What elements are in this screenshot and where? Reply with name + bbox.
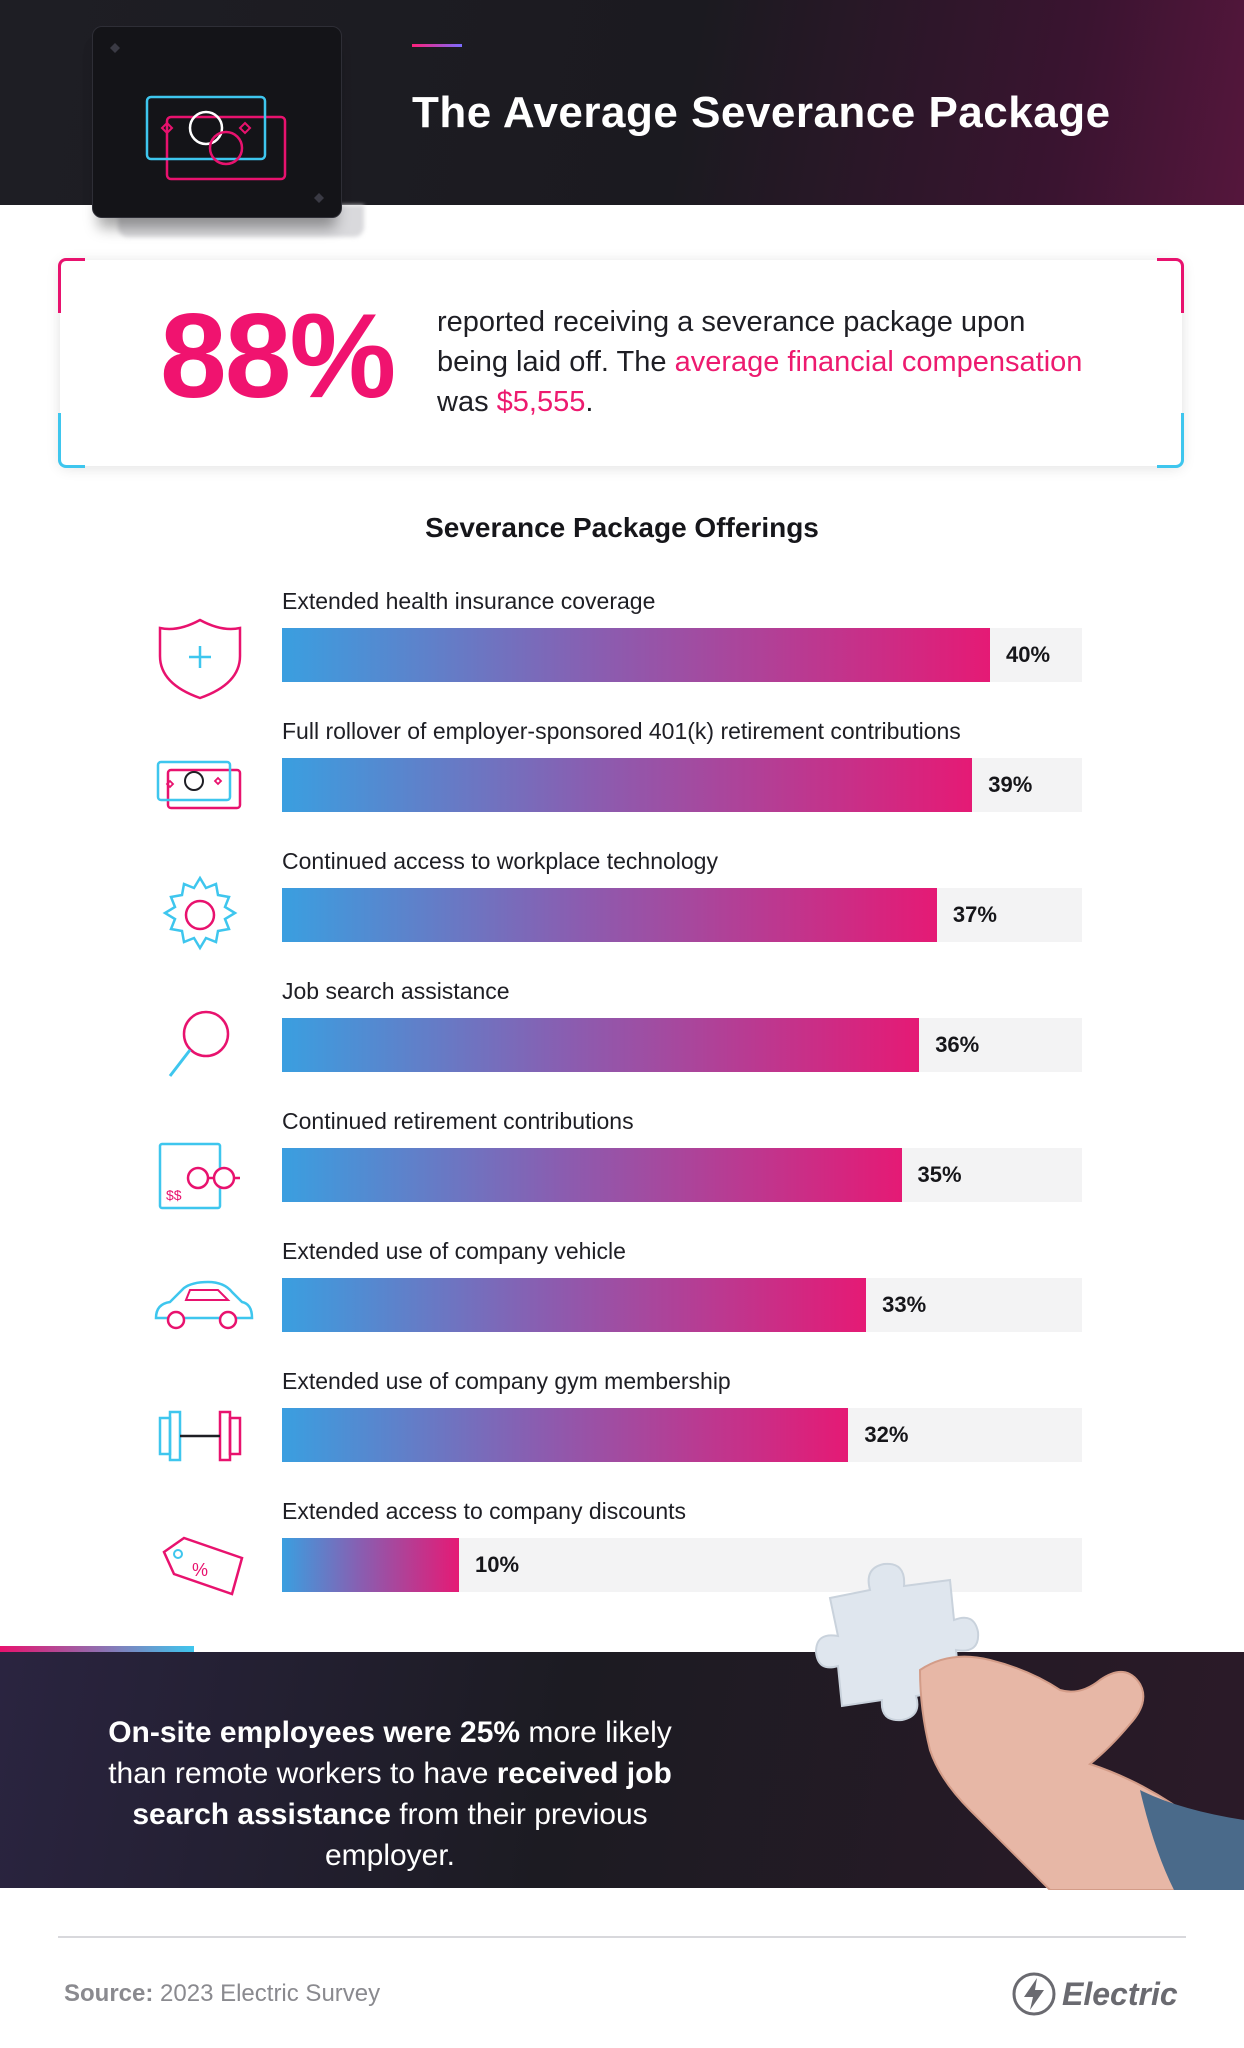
bar <box>282 1538 459 1592</box>
bar-value-label: 39% <box>988 772 1033 797</box>
footer-divider <box>58 1936 1186 1938</box>
money-bills-icon <box>156 760 242 810</box>
shield-plus-icon <box>158 618 242 700</box>
header-accent-line <box>412 44 462 47</box>
dumbbell-icon <box>158 1410 242 1462</box>
header-icon-card <box>92 26 342 218</box>
source-label: Source: <box>64 1980 154 2007</box>
stat-highlight-compensation: average financial compensation <box>674 346 1083 378</box>
brand-name: Electric <box>1062 1976 1178 2012</box>
bar-value-label: 32% <box>864 1422 909 1447</box>
bar-value-label: 37% <box>952 902 997 927</box>
bar-label: Full rollover of employer-sponsored 401(… <box>282 718 961 744</box>
bar <box>282 1018 920 1072</box>
bar-label: Extended use of company gym membership <box>282 1368 731 1394</box>
money-bills-icon <box>110 43 324 203</box>
bar <box>282 1278 867 1332</box>
bar-label: Continued access to workplace technology <box>282 848 718 874</box>
callout-text: On-site employees were 25% more likely t… <box>80 1712 700 1876</box>
bar-track: 40% <box>282 628 1082 682</box>
bar-label: Job search assistance <box>282 978 510 1004</box>
stat-text-3: . <box>585 386 594 418</box>
discount-tag-icon: % <box>162 1536 244 1596</box>
bar-label: Extended health insurance coverage <box>282 588 656 614</box>
bar-track: 37% <box>282 888 1082 942</box>
bar <box>282 1408 849 1462</box>
bar <box>282 628 990 682</box>
callout-bold-1: On-site employees were 25% <box>108 1716 521 1749</box>
bar-track: 35% <box>282 1148 1082 1202</box>
bar-label: Extended access to company discounts <box>282 1498 687 1524</box>
page-title: The Average Severance Package <box>412 88 1111 137</box>
bar <box>282 758 973 812</box>
stat-highlight-amount: $5,555 <box>496 386 586 418</box>
bar-value-label: 33% <box>882 1292 927 1317</box>
bar-value-label: 36% <box>935 1032 980 1057</box>
corner-bracket <box>58 413 85 468</box>
bar-track: 36% <box>282 1018 1082 1072</box>
retirement-glasses-icon: $$ <box>158 1142 240 1210</box>
callout-text-2: from their previous employer. <box>324 1798 648 1872</box>
stat-highlight-box: 88% reported receiving a severance packa… <box>58 258 1184 468</box>
electric-logo: Electric <box>1010 1968 1186 2020</box>
accent-strip <box>0 1646 194 1654</box>
callout-text-1: more likely than remote workers to have <box>108 1716 672 1790</box>
corner-bracket <box>1157 413 1184 468</box>
source-text: 2023 Electric Survey <box>153 1980 381 2007</box>
bar-label: Extended use of company vehicle <box>282 1238 626 1264</box>
bar <box>282 888 937 942</box>
corner-bracket <box>1157 258 1184 313</box>
magnifier-icon <box>168 1010 230 1077</box>
bar-value-label: 40% <box>1006 642 1051 667</box>
stat-text-1: reported receiving a severance package u… <box>437 306 1026 378</box>
hand-holding-puzzle-image <box>814 1562 1244 1890</box>
callout-bold-2: received job search assistance <box>132 1757 672 1831</box>
source-citation: Source: 2023 Electric Survey <box>64 1980 380 2008</box>
lightning-bolt-icon <box>1012 1972 1056 2016</box>
stat-text-2: was <box>437 386 497 418</box>
bar-value-label: 35% <box>917 1162 962 1187</box>
gear-icon <box>162 875 238 951</box>
stat-description: reported receiving a severance package u… <box>437 302 1097 422</box>
corner-bracket <box>58 258 85 313</box>
bar-value-label: 10% <box>475 1552 520 1577</box>
svg-text:%: % <box>192 1560 208 1580</box>
bar-track: 32% <box>282 1408 1082 1462</box>
car-icon <box>154 1280 254 1330</box>
chart-title: Severance Package Offerings <box>425 512 819 543</box>
bar-label: Continued retirement contributions <box>282 1108 634 1134</box>
bar <box>282 1148 902 1202</box>
bar-track: 39% <box>282 758 1082 812</box>
svg-text:$$: $$ <box>166 1187 182 1203</box>
big-percentage: 88% <box>160 289 396 423</box>
bar-track: 33% <box>282 1278 1082 1332</box>
